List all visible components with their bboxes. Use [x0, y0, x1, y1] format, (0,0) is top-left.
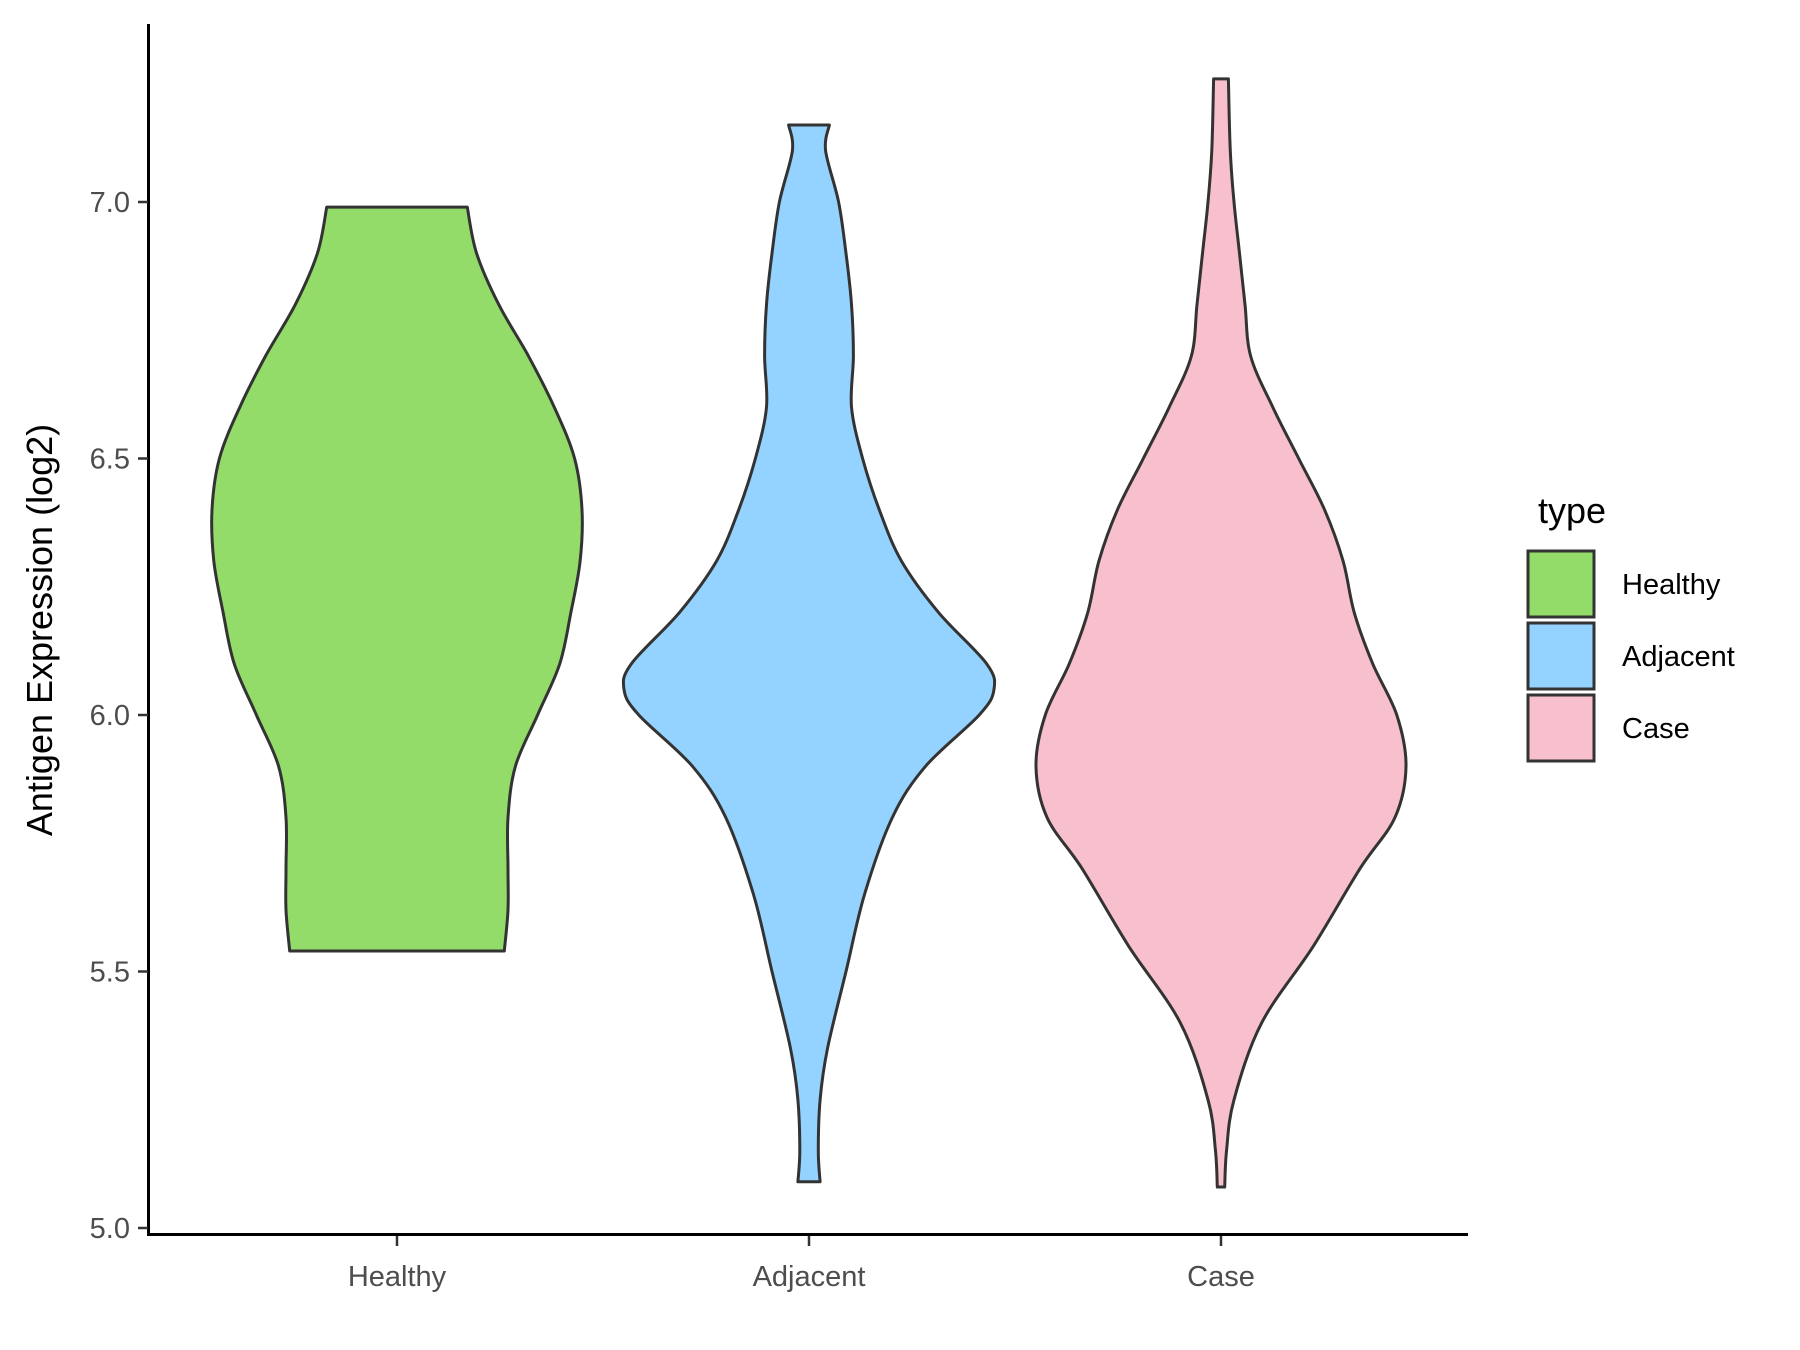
x-tick-label: Case [1187, 1261, 1255, 1293]
x-tick-label: Healthy [348, 1261, 447, 1293]
axes [147, 24, 1468, 1236]
legend-title: type [1538, 490, 1606, 531]
violin-healthy [210, 205, 584, 953]
y-tick-label: 5.0 [90, 1213, 130, 1245]
y-tick-label: 6.5 [90, 444, 130, 476]
y-axis-title: Antigen Expression (log2) [19, 424, 60, 836]
y-tick-label: 6.0 [90, 700, 130, 732]
legend-label-case: Case [1622, 713, 1690, 745]
legend-label-adjacent: Adjacent [1622, 641, 1735, 673]
y-tick-label: 5.5 [90, 957, 130, 989]
x-tick-label: Adjacent [753, 1261, 866, 1293]
x-ticks: Healthy Adjacent Case [348, 1236, 1255, 1293]
violin-adjacent [621, 123, 997, 1184]
y-ticks: 5.0 5.5 6.0 6.5 7.0 [90, 187, 148, 1245]
violin-case [1034, 77, 1408, 1189]
plot-area [210, 77, 1408, 1189]
y-tick-label: 7.0 [90, 187, 130, 219]
legend-swatch-healthy [1526, 549, 1596, 619]
legend: type Healthy Adjacent Case [1526, 490, 1735, 763]
legend-swatch-adjacent [1526, 621, 1596, 691]
legend-swatch-case [1526, 693, 1596, 763]
legend-label-healthy: Healthy [1622, 569, 1721, 601]
